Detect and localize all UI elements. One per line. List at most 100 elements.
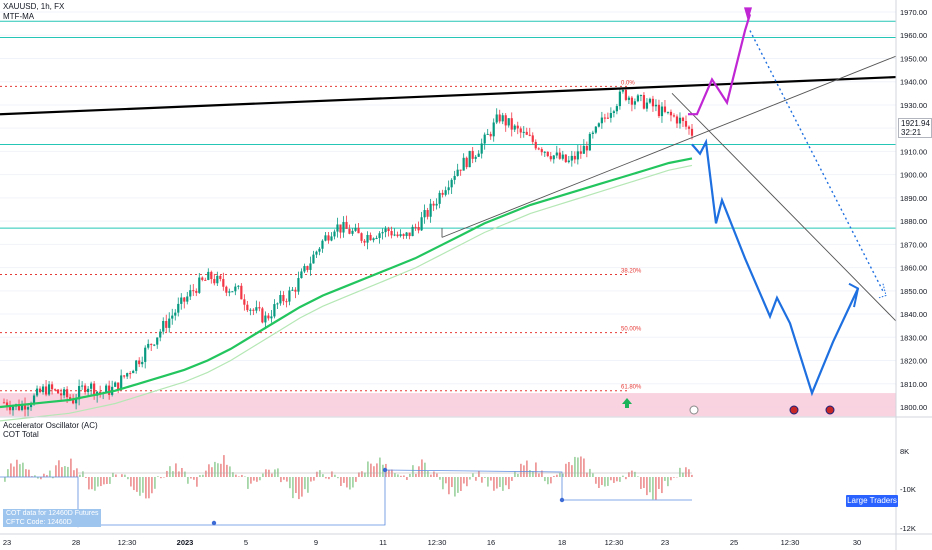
- ac-bar: [151, 477, 153, 494]
- ac-bar: [133, 477, 135, 491]
- ac-bar: [250, 477, 252, 484]
- ac-bar: [235, 474, 237, 477]
- candle-body: [279, 294, 282, 304]
- cot-info-box: COT data for 12460D Futures CFTC Code: 1…: [3, 509, 102, 527]
- ma-slow-line: [0, 164, 693, 422]
- ac-bar: [211, 467, 213, 477]
- ac-bar: [70, 458, 72, 477]
- large-traders-badge[interactable]: Large Traders: [846, 495, 898, 507]
- candle-body: [29, 404, 33, 408]
- ac-bar: [22, 462, 24, 477]
- ac-bar: [487, 477, 489, 487]
- ac-bar: [259, 477, 261, 481]
- ac-bar: [508, 477, 510, 490]
- ac-bar: [196, 477, 198, 487]
- ac-bar: [283, 477, 285, 480]
- ac-bar: [256, 477, 258, 482]
- ac-bar: [304, 477, 306, 490]
- candle-body: [294, 289, 297, 292]
- indicator-subtitle[interactable]: COT Total: [3, 430, 39, 439]
- candle-body: [606, 117, 609, 119]
- ac-bar: [595, 477, 597, 484]
- candle-body: [315, 251, 318, 255]
- price-tick-label: 1870.00: [900, 240, 927, 249]
- ac-bar: [88, 477, 90, 490]
- ac-bar: [199, 475, 201, 477]
- ac-bar: [25, 469, 27, 477]
- ac-bar: [664, 477, 666, 481]
- ac-bar: [436, 473, 438, 477]
- ac-bar: [376, 463, 378, 477]
- ac-bar: [538, 473, 540, 477]
- time-tick-label: 23: [661, 538, 669, 547]
- ac-bar: [169, 466, 171, 477]
- candle-body: [59, 393, 63, 396]
- candle-body: [549, 156, 552, 160]
- candle-body: [333, 231, 336, 237]
- price-tick-label: 1840.00: [900, 310, 927, 319]
- ma-indicator-label[interactable]: MTF-MA: [3, 12, 35, 21]
- candle-body: [504, 115, 507, 126]
- candle-body: [687, 126, 691, 129]
- candle-body: [471, 150, 474, 159]
- candle-body: [282, 294, 285, 302]
- candle-body: [579, 151, 582, 154]
- candle-body: [621, 90, 624, 92]
- time-axis[interactable]: 23 28 12:30 2023 5 9 11 12:30 16 18 12:30 23 25 12:30…: [0, 533, 932, 547]
- ac-bar: [160, 477, 162, 479]
- ac-bar: [73, 470, 75, 477]
- candle-body: [300, 271, 303, 279]
- ac-bar: [544, 477, 546, 482]
- ac-bar: [565, 463, 567, 477]
- candle-body: [552, 155, 555, 160]
- ac-bar: [82, 471, 84, 477]
- candle-body: [648, 98, 652, 103]
- ac-bar: [373, 466, 375, 477]
- ac-bar: [103, 477, 105, 485]
- candle-body: [678, 117, 682, 124]
- candle-body: [93, 383, 96, 396]
- ac-bar: [205, 470, 207, 477]
- candle-body: [438, 192, 441, 204]
- candle-body: [465, 157, 468, 168]
- price-axis[interactable]: 1800.00 1810.00 1820.00 1830.00 1840.00 1850.…: [895, 0, 927, 550]
- ac-bar: [460, 477, 462, 491]
- ac-bar: [106, 477, 108, 485]
- ac-bar: [553, 475, 555, 477]
- candle-body: [690, 128, 694, 136]
- moving-averages: [0, 157, 693, 422]
- candle-body: [342, 221, 345, 233]
- candle-body: [513, 125, 516, 130]
- candle-body: [108, 385, 111, 395]
- candle-body: [267, 315, 270, 319]
- ac-bar: [367, 461, 369, 477]
- ac-bar: [232, 472, 234, 477]
- candle-body: [651, 98, 655, 107]
- ac-bar: [28, 469, 30, 477]
- candle-body: [183, 297, 186, 302]
- candle-body: [20, 403, 24, 411]
- ac-bar: [592, 473, 594, 477]
- candle-body: [396, 234, 399, 237]
- candle-body: [192, 290, 195, 292]
- ac-bar: [220, 463, 222, 477]
- candle-body: [210, 271, 213, 280]
- ac-bar: [661, 477, 663, 494]
- ac-bar: [31, 476, 33, 477]
- price-tick-label: 1880.00: [900, 217, 927, 226]
- candle-body: [72, 399, 75, 404]
- us-flag-icon: [789, 405, 799, 415]
- ac-bar: [403, 475, 405, 477]
- falling-trendline: [671, 93, 897, 322]
- candle-body: [354, 227, 357, 231]
- indicator-title[interactable]: Accelerator Oscillator (AC): [3, 421, 98, 430]
- candle-body: [41, 386, 45, 393]
- candle-body: [666, 111, 670, 113]
- candle-body: [642, 95, 646, 109]
- ac-bar: [46, 475, 48, 477]
- ac-bar: [583, 458, 585, 477]
- candle-body: [171, 315, 174, 319]
- ac-bar: [115, 474, 117, 477]
- ac-bar: [268, 469, 270, 477]
